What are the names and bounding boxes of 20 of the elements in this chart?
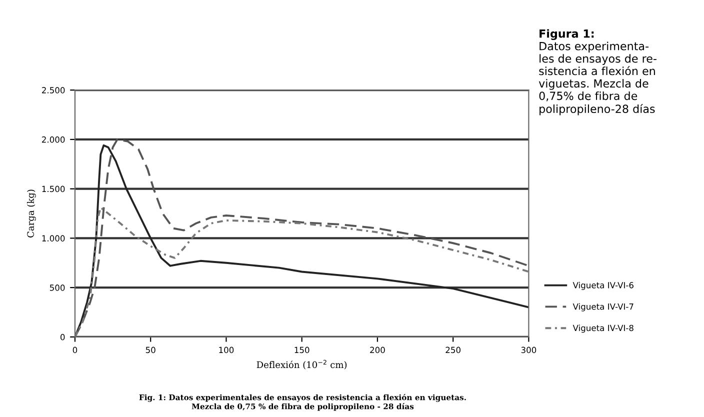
text: Datos experimenta- les de ensayos de re- sistencia a flexión en viguetas. Mezcla de 0,75% de fibra de polipropileno-28 días [538,42,656,116]
y-tick-label: 0 [60,334,65,340]
y-tick-label: 2.500 [42,87,65,94]
x-axis-title: Deflexión (10$^{−2}$ cm) [256,360,347,370]
x-tick-label: 200 [370,346,385,354]
legend-label: Vigueta IV-VI-6 [572,282,634,290]
text: Figura 1: [540,29,594,40]
x-tick-label: 50 [146,346,156,354]
y-tick-label: 1.500 [42,186,65,192]
x-tick-label: 100 [219,346,234,354]
x-tick-label: 250 [446,346,460,354]
x-tick-label: 150 [294,346,310,354]
x-tick-label: 0 [72,346,78,354]
legend-label: Vigueta IV-VI-7 [572,303,634,312]
x-tick-label: 300 [521,346,536,354]
y-axis-title: Carga (kg) [26,190,36,238]
legend-label: Vigueta IV-VI-8 [572,324,634,333]
y-tick-label: 500 [50,284,65,291]
y-tick-label: 1.000 [42,235,65,242]
y-tick-label: 2.000 [42,136,65,143]
